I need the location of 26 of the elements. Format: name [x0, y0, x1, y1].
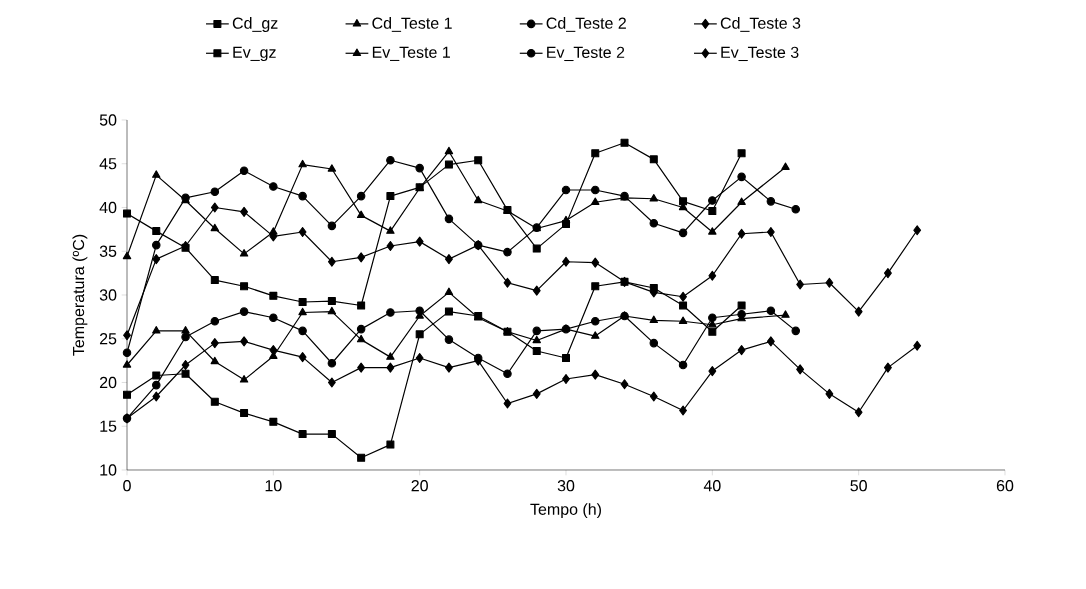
y-tick-label: 45 [99, 158, 117, 170]
y-tick-label: 40 [99, 201, 117, 214]
x-tick-label: 20 [411, 480, 428, 492]
x-tick-label: 30 [557, 480, 575, 492]
legend-label: Cd_Teste 1 [372, 17, 452, 32]
y-axis-title: Temperatura (ºC) [72, 234, 88, 356]
x-tick-label: 10 [265, 480, 282, 492]
y-tick-label: 35 [99, 245, 117, 257]
legend-label: Ev_Teste 1 [372, 46, 450, 61]
legend-label: Ev_Teste 3 [721, 46, 799, 62]
x-tick-label: 40 [703, 480, 721, 492]
y-tick-label: 30 [99, 289, 117, 301]
legend-label: Ev_gz [233, 46, 276, 62]
y-tick-label: 50 [99, 114, 117, 126]
legend-label: Cd_Teste 2 [546, 17, 626, 32]
x-tick-label: 60 [996, 480, 1014, 492]
x-tick-label: 50 [850, 480, 867, 492]
legend-label: Cd_gz [232, 17, 278, 33]
x-axis-title: Tempo (h) [530, 503, 601, 519]
legend-label: Cd_Teste 3 [720, 17, 801, 32]
y-tick-label: 25 [99, 333, 117, 345]
y-tick-label: 20 [99, 376, 117, 389]
y-tick-label: 15 [100, 420, 117, 432]
legend-label: Ev_Teste 2 [547, 46, 625, 62]
x-tick-label: 0 [123, 480, 131, 492]
y-tick-label: 10 [100, 464, 117, 476]
